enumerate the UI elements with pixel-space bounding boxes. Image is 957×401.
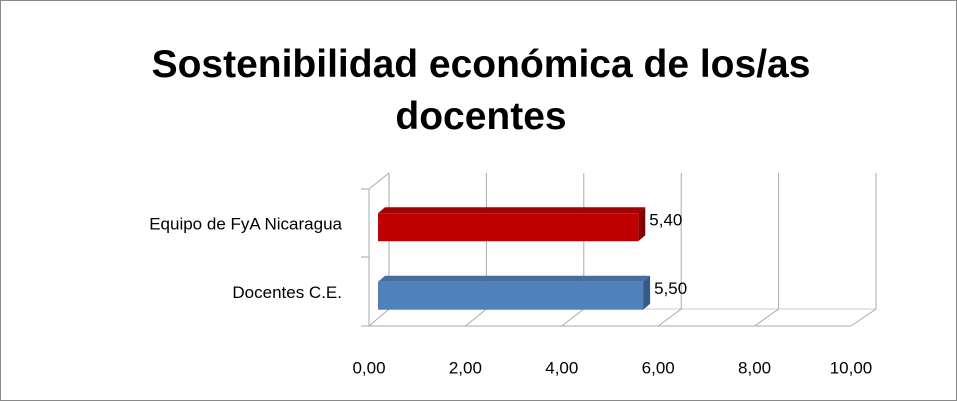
- bar-side: [643, 275, 651, 310]
- x-tick-label: 6,00: [642, 358, 675, 377]
- y-tick-label: Docentes C.E.: [232, 283, 342, 302]
- x-tick-label: 0,00: [352, 358, 385, 377]
- bar-side: [638, 207, 646, 242]
- value-label: 5,40: [649, 211, 682, 230]
- chart-title: Sostenibilidad económica de los/as docen…: [151, 43, 811, 138]
- x-tick-label: 4,00: [545, 358, 578, 377]
- x-tick-label: 2,00: [449, 358, 482, 377]
- grid-line: [754, 173, 780, 327]
- grid-line: [657, 173, 682, 327]
- wall-top: [368, 172, 390, 190]
- bar-top: [378, 275, 651, 282]
- value-label: 5,50: [654, 279, 687, 298]
- x-tick-label: 10,00: [830, 358, 873, 377]
- y-tick-label: Equipo de FyA Nicaragua: [149, 215, 342, 234]
- bar: [378, 281, 644, 310]
- bar: [378, 213, 639, 242]
- grid-line: [850, 173, 877, 327]
- bar-top: [378, 207, 646, 214]
- x-tick-label: 8,00: [738, 358, 771, 377]
